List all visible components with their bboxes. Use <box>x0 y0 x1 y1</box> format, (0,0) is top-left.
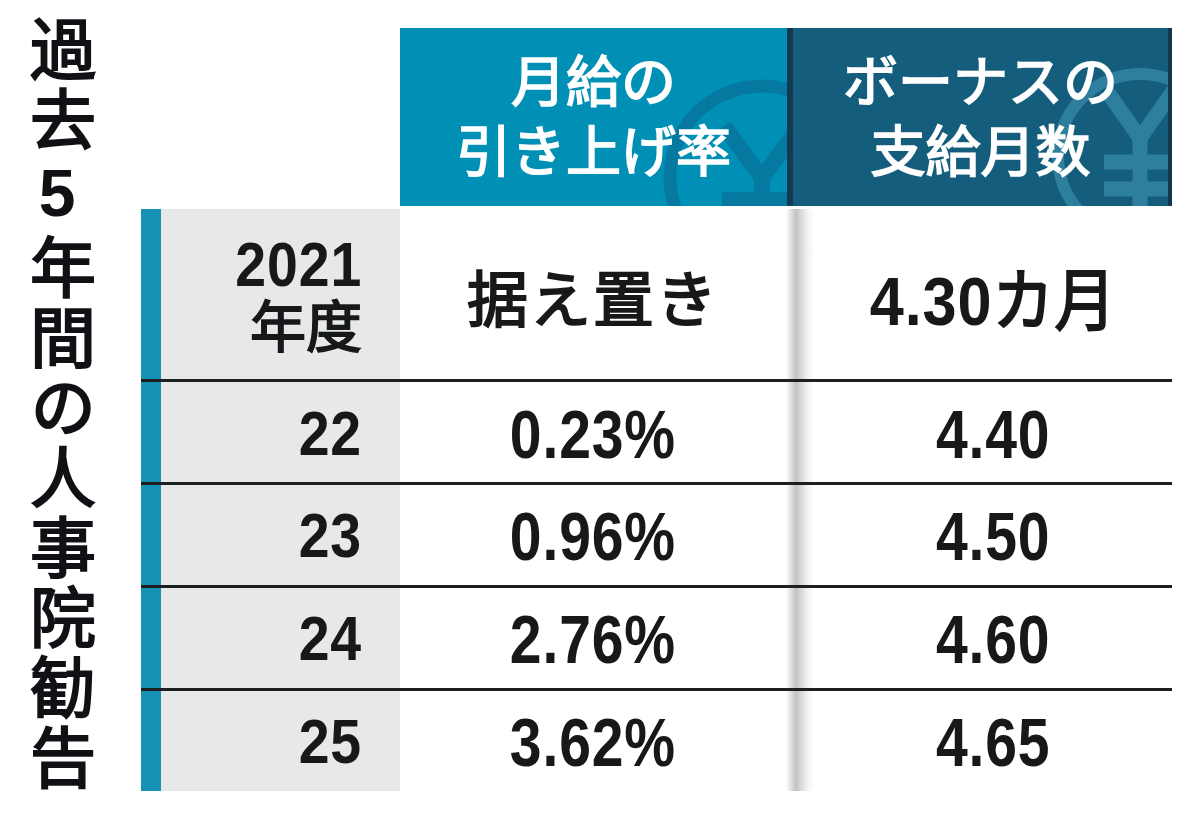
column-header-label: ボーナスの <box>843 47 1118 117</box>
column-header-label: 支給月数 <box>870 117 1090 187</box>
bonus-cell: 4.40 <box>814 384 1172 483</box>
bonus-value: 4.50 <box>936 497 1051 575</box>
rate-cell: 2.76% <box>400 589 786 689</box>
rate-cell: 3.62% <box>400 692 786 791</box>
bonus-cell: 4.65 <box>814 692 1172 791</box>
column-header-label: 月給の <box>511 47 676 117</box>
rate-value: 2.76% <box>510 600 676 678</box>
bonus-cell: 4.30カ月 <box>814 209 1172 381</box>
year-value: 24 <box>299 606 362 672</box>
bonus-cell: 4.60 <box>814 589 1172 689</box>
column-header-bonus: ボーナスの 支給月数 <box>787 28 1172 206</box>
table-row: 24 2.76% 4.60 <box>141 589 1172 689</box>
row-divider <box>141 482 1172 485</box>
row-divider <box>141 585 1172 588</box>
rate-cell: 据え置き <box>400 209 786 381</box>
rate-cell: 0.96% <box>400 486 786 586</box>
year-value: 23 <box>299 503 362 569</box>
year-value: 2021 <box>235 232 362 298</box>
column-header-salary: 月給の 引き上げ率 <box>400 28 787 206</box>
rate-value: 据え置き <box>467 251 719 340</box>
year-cell: 24 <box>161 589 400 689</box>
table-row: 23 0.96% 4.50 <box>141 486 1172 586</box>
rate-value: 0.96% <box>510 497 676 575</box>
table-row: 25 3.62% 4.65 <box>141 692 1172 791</box>
rate-value: 3.62% <box>510 703 676 781</box>
year-value: 22 <box>299 401 362 467</box>
data-table: 2021 年度 据え置き 4.30カ月 22 0.23% 4.40 23 <box>141 209 1172 791</box>
row-divider <box>141 379 1172 382</box>
bonus-cell: 4.50 <box>814 486 1172 586</box>
bonus-value: 4.40 <box>936 395 1051 473</box>
rate-value: 0.23% <box>510 395 676 473</box>
year-cell: 2021 年度 <box>161 209 400 381</box>
year-value: 25 <box>299 709 362 775</box>
page-title: 過去5年間の人事院勧告 <box>24 16 90 808</box>
column-header-label: 引き上げ率 <box>456 117 731 187</box>
infographic: 過去5年間の人事院勧告 月給の 引き上げ率 ボーナスの 支給月数 <box>0 0 1200 819</box>
table-row: 2021 年度 据え置き 4.30カ月 <box>141 209 1172 381</box>
rate-cell: 0.23% <box>400 384 786 483</box>
year-cell: 23 <box>161 486 400 586</box>
year-cell: 22 <box>161 384 400 483</box>
bonus-value: 4.60 <box>936 600 1051 678</box>
bonus-value: 4.65 <box>936 703 1051 781</box>
row-divider <box>141 688 1172 691</box>
year-suffix: 年度 <box>250 298 362 358</box>
bonus-value: 4.30カ月 <box>870 246 1117 345</box>
year-cell: 25 <box>161 692 400 791</box>
table-row: 22 0.23% 4.40 <box>141 384 1172 483</box>
